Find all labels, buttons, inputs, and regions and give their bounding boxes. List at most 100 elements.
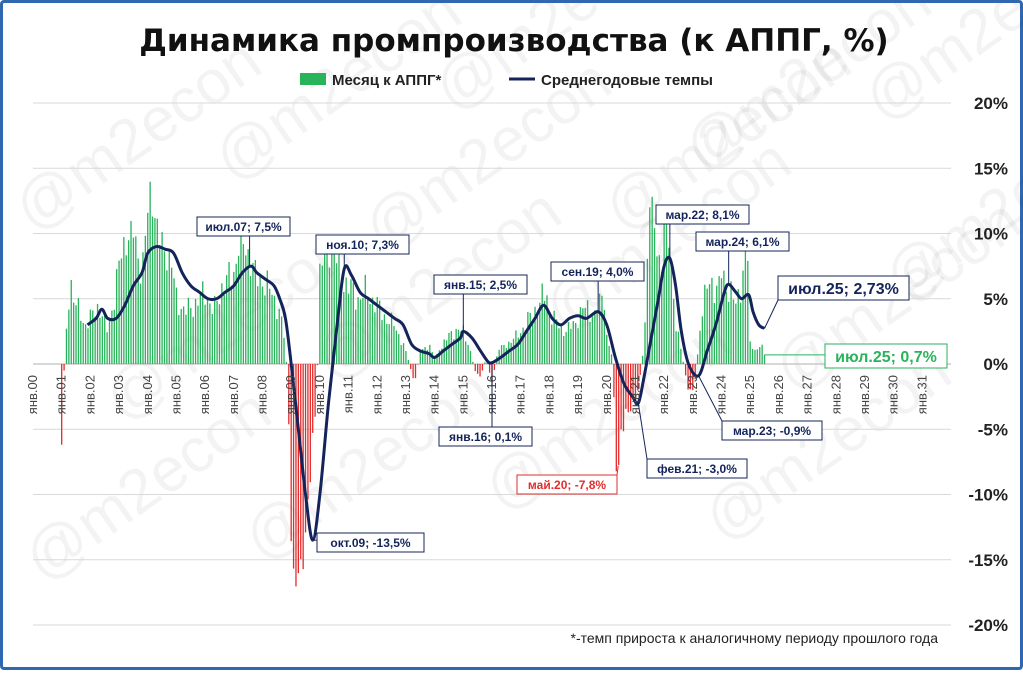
monthly-bar [65,328,68,364]
monthly-bar [355,309,357,364]
monthly-bar [673,299,675,364]
monthly-bar [424,347,426,364]
monthly-bar [96,303,99,364]
monthly-bar [295,364,297,587]
monthly-bar [500,345,503,364]
x-tick-label: янв.03 [111,375,126,414]
footnote: *-темп прироста к аналогичному периоду п… [571,630,939,646]
monthly-bar [687,364,689,390]
annual-line-path [86,244,766,542]
x-tick-label: янв.23 [685,375,700,414]
monthly-bar [649,207,651,364]
monthly-bar [436,353,438,364]
monthly-bar [194,299,197,364]
monthly-bar [362,297,364,364]
monthly-bar [410,364,412,370]
monthly-bar [450,331,453,364]
monthly-bar [127,240,130,364]
x-tick-label: янв.00 [25,375,40,414]
monthly-bar [94,316,96,364]
monthly-bar [632,364,634,395]
callout-leader [616,465,619,476]
monthly-bar [453,339,455,364]
monthly-bar [732,299,735,364]
monthly-bar [582,308,584,364]
callout-box [824,343,948,369]
monthly-bar [209,303,211,364]
monthly-bar [641,355,644,364]
monthly-bar [235,263,237,364]
monthly-bar [708,284,711,364]
monthly-bar [675,331,677,364]
monthly-bar [319,263,321,364]
monthly-bar [467,344,469,364]
monthly-bar [154,218,156,364]
monthly-bar [481,364,484,371]
callout-box [721,420,823,441]
monthly-bar [618,364,620,465]
y-tick-label: 0% [983,355,1008,374]
monthly-bar [603,310,606,364]
monthly-bar [135,236,137,364]
monthly-bar [756,349,759,364]
monthly-bar [312,364,314,433]
monthly-bar [596,313,598,364]
x-tick-label: янв.24 [714,375,729,414]
monthly-bar [99,317,101,364]
monthly-bar [472,361,474,364]
monthly-bar [488,364,491,373]
monthly-bar [369,303,371,364]
monthly-bar [316,364,319,366]
monthly-bar [314,364,316,417]
monthly-bar [622,364,625,432]
callout-box [655,204,750,225]
monthly-bar [749,341,751,364]
monthly-bar [216,300,218,364]
monthly-bar [70,279,72,364]
monthly-bar [742,270,744,364]
y-tick-label: 5% [983,290,1008,309]
monthly-bar [125,255,127,364]
monthly-bar [151,216,154,364]
monthly-bar [524,329,527,364]
monthly-bar [233,271,235,364]
x-tick-label: янв.06 [197,375,212,414]
x-tick-label: янв.17 [513,375,528,414]
y-tick-label: 10% [974,225,1008,244]
monthly-bar [637,364,639,391]
x-tick-label: янв.02 [82,375,97,414]
monthly-bar [161,232,163,364]
monthly-bar [763,354,766,364]
monthly-bar [661,271,663,364]
monthly-bar [723,270,725,364]
monthly-bar [696,354,699,364]
monthly-bar [309,364,311,483]
monthly-bar [419,350,421,364]
monthly-bar [278,308,280,364]
monthly-bar [390,312,393,364]
monthly-bar [718,276,720,364]
monthly-bar [589,322,591,364]
monthly-bar [142,252,144,364]
monthly-bar [204,304,206,364]
monthly-bar [663,207,665,364]
y-axis: 20% 15% 10% 5% 0% -5% -10% -15% -20% [968,94,1008,635]
monthly-bar [297,364,300,574]
monthly-bar [747,260,749,364]
monthly-bar [414,364,417,379]
monthly-bar [739,302,742,364]
monthly-bar [469,350,472,364]
monthly-bar [560,324,562,364]
monthly-bar [345,277,347,364]
monthly-bar [730,281,732,364]
monthly-bar [269,288,271,364]
x-tick-label: янв.21 [627,375,642,414]
monthly-bar [113,309,115,364]
x-tick-label: янв.14 [427,375,442,414]
monthly-bar [591,316,594,364]
monthly-bar [245,255,247,364]
monthly-bar [333,251,335,364]
monthly-bar [168,249,170,364]
monthly-bar [677,331,680,364]
monthly-bar [63,364,65,371]
